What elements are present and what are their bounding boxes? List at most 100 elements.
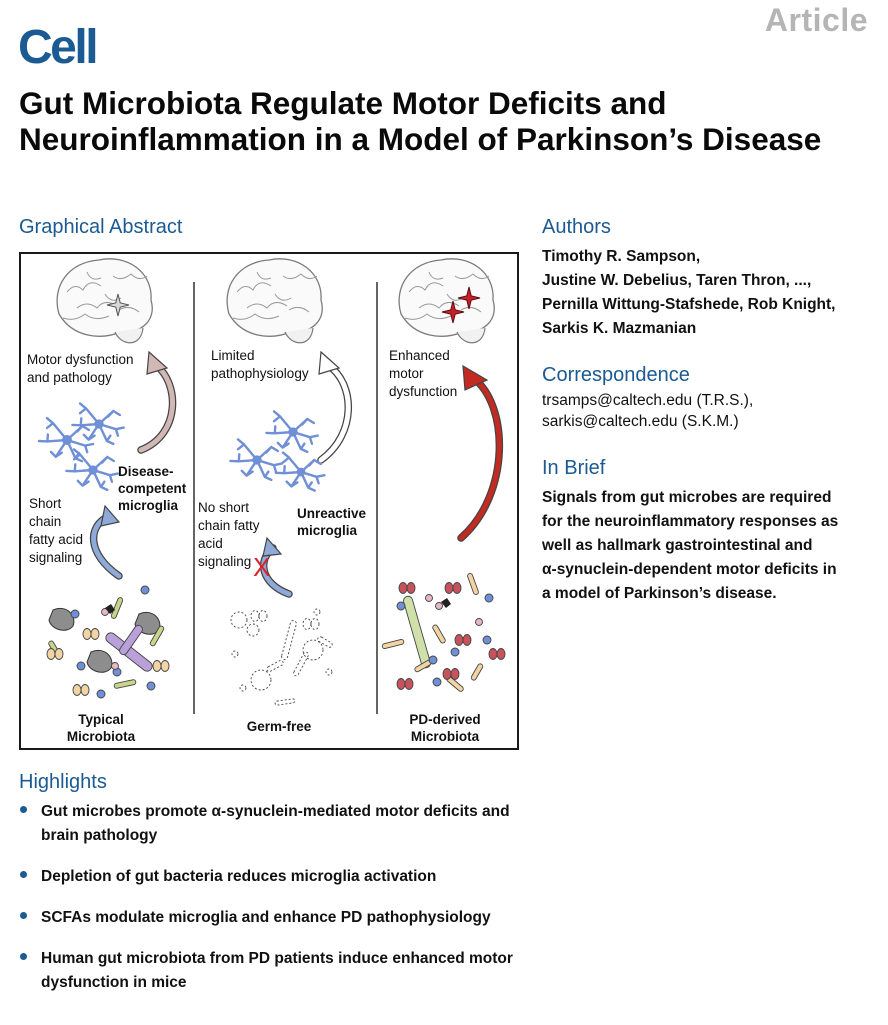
bacterium-icon — [246, 623, 260, 637]
microglia-label: Disease-competent microglia — [118, 464, 187, 513]
brain-icon — [398, 258, 495, 344]
bacterium-icon — [54, 648, 64, 660]
highlight-text: Depletion of gut bacteria reduces microg… — [41, 868, 437, 885]
in-brief-line: Signals from gut microbes are required — [542, 489, 832, 506]
in-brief-line: α-synuclein-dependent motor deficits in — [542, 561, 837, 578]
upward-arrow — [138, 363, 175, 453]
bacterium-icon — [317, 636, 333, 648]
correspondence-email-sampson[interactable]: trsamps@caltech.edu (T.R.S.), — [542, 392, 754, 409]
correspondence-emails: trsamps@caltech.edu (T.R.S.), sarkis@cal… — [542, 390, 753, 432]
authors-list: Timothy R. Sampson, Justine W. Debelius,… — [542, 245, 836, 341]
correspondence-email-mazmanian[interactable]: sarkis@caltech.edu (S.K.M.) — [542, 413, 739, 430]
author-line[interactable]: Sarkis K. Mazmanian — [542, 320, 697, 337]
highlights-heading: Highlights — [19, 771, 107, 793]
brain-fold — [232, 313, 280, 320]
microglia-cell-icon — [274, 451, 326, 492]
brain-fold — [454, 273, 490, 280]
upward-arrow — [458, 375, 502, 541]
upward-arrow — [318, 363, 351, 463]
bacterium-icon — [231, 650, 239, 658]
upward-arrow-head — [318, 350, 341, 375]
bacterium-icon — [86, 650, 113, 673]
bullet-icon — [20, 953, 27, 960]
signaling-label: No short chain fatty acid signaling — [198, 500, 260, 569]
bacterium-icon — [149, 625, 165, 647]
bacterium-icon — [496, 648, 506, 660]
bacterium-icon — [325, 668, 333, 676]
brain-fold — [282, 273, 318, 280]
author-line[interactable]: Pernilla Wittung-Stafshede, Rob Knight, — [542, 296, 836, 313]
outcome-label: Limited pathophysiology — [211, 348, 309, 381]
bacterium-icon — [113, 679, 137, 689]
microglia-body — [252, 455, 262, 465]
bacterium-icon — [462, 634, 472, 646]
bacterium-icon — [442, 668, 452, 680]
microglia-body — [94, 419, 104, 429]
bacterium-icon — [403, 595, 431, 669]
graphical-abstract-heading: Graphical Abstract — [19, 216, 183, 238]
in-brief-line: for the neuroinflammatory responses as — [542, 513, 839, 530]
microbiota-label: Typical Microbiota — [67, 712, 136, 744]
bacterium-icon — [398, 582, 408, 594]
brain-fold — [86, 271, 102, 280]
bacterium-icon — [96, 689, 106, 699]
brain-fold — [236, 282, 272, 293]
bacterium-icon — [404, 678, 414, 690]
highlight-item: SCFAs modulate microglia and enhance PD … — [19, 906, 539, 930]
bacterium-icon — [90, 628, 100, 640]
bacterium-icon — [428, 655, 438, 665]
upward-arrow-head — [146, 350, 169, 375]
brain-fold — [246, 302, 288, 309]
brain-cerebellum — [114, 327, 144, 344]
bacterium-icon — [302, 618, 312, 630]
bacterium-icon — [302, 639, 324, 661]
brain-fold — [118, 306, 140, 313]
bacterium-icon — [450, 668, 460, 680]
upward-arrow-head — [462, 364, 489, 391]
bullet-icon — [20, 912, 27, 919]
highlight-item: Gut microbes promote α-synuclein-mediate… — [19, 800, 539, 848]
bacterium-icon — [313, 608, 321, 616]
bacterium-icon — [105, 632, 153, 672]
author-line[interactable]: Justine W. Debelius, Taren Thron, ..., — [542, 272, 812, 289]
signaling-arrow-head — [100, 504, 121, 527]
bacterium-icon — [48, 608, 75, 631]
bacterium-icon — [310, 618, 320, 630]
brain-fold — [256, 271, 272, 280]
bacterium-icon — [152, 660, 162, 672]
bacterium-icon — [432, 677, 442, 687]
brain-cerebellum — [456, 327, 486, 344]
article-title: Gut Microbiota Regulate Motor Deficits a… — [19, 85, 822, 157]
bacterium-icon — [293, 651, 309, 677]
bacterium-icon — [444, 582, 454, 594]
signaling-arrow-head — [262, 536, 283, 557]
lesion-star-icon — [441, 300, 465, 324]
bacterium-icon — [425, 594, 433, 602]
bacterium-icon — [454, 634, 464, 646]
in-brief-heading: In Brief — [542, 457, 606, 479]
brain-fold — [404, 313, 452, 320]
author-line[interactable]: Timothy R. Sampson, — [542, 248, 701, 265]
bacterium-icon — [250, 669, 272, 691]
journal-logo[interactable]: Cell — [18, 21, 99, 74]
bacterium-icon — [140, 585, 150, 595]
brain-outline — [56, 258, 153, 337]
brain-cerebellum — [284, 327, 314, 344]
microglia-cell-icon — [265, 410, 319, 454]
highlight-text: Human gut microbiota from PD patients in… — [41, 950, 513, 991]
bacterium-icon — [396, 678, 406, 690]
microglia-body — [296, 467, 306, 477]
bacterium-icon — [46, 648, 56, 660]
bacterium-icon — [432, 624, 446, 644]
brain-fold — [112, 273, 148, 280]
bacterium-icon — [484, 593, 494, 603]
graphical-abstract-figure: Motor dysfunction and pathology Limited pat… — [19, 252, 519, 750]
highlight-item: Depletion of gut bacteria reduces microg… — [19, 865, 539, 889]
bacterium-icon — [119, 624, 143, 656]
bacterium-icon — [488, 648, 498, 660]
bacterium-icon — [441, 598, 451, 608]
brain-fold — [66, 282, 102, 293]
microglia-cell-icon — [65, 448, 119, 492]
brain-outline — [226, 258, 323, 337]
authors-heading: Authors — [542, 216, 611, 238]
